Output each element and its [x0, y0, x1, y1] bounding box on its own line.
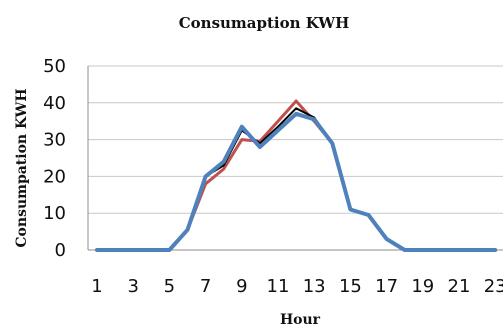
- series-line-2: [96, 107, 497, 251]
- x-tick-11: 11: [267, 276, 290, 297]
- y-tick-0: 0: [55, 240, 66, 261]
- x-tick-5: 5: [164, 276, 175, 297]
- x-tick-21: 21: [448, 276, 471, 297]
- x-tick-15: 15: [339, 276, 362, 297]
- y-tick-50: 50: [43, 56, 66, 77]
- x-tick-17: 17: [375, 276, 398, 297]
- y-tick-40: 40: [43, 93, 66, 114]
- x-tick-19: 19: [411, 276, 434, 297]
- x-tick-3: 3: [127, 276, 138, 297]
- chart-title: Consumaption KWH: [179, 14, 350, 32]
- x-tick-13: 13: [303, 276, 326, 297]
- x-tick-1: 1: [91, 276, 102, 297]
- x-axis-label: Hour: [280, 312, 321, 326]
- y-axis-label: Consumpation KWH: [14, 88, 30, 247]
- gridlines: [87, 65, 503, 251]
- series-line-3: [95, 111, 498, 252]
- y-tick-10: 10: [43, 203, 66, 224]
- x-tick-9: 9: [236, 276, 247, 297]
- series-line-1: [95, 99, 497, 252]
- x-tick-7: 7: [200, 276, 211, 297]
- x-tick-labels: 1 3 5 7 9 11 13 15 17 19 21 23: [91, 276, 503, 297]
- y-tick-20: 20: [43, 166, 66, 187]
- y-tick-labels: 0 10 20 30 40 50: [43, 56, 66, 261]
- series-lines: [95, 99, 498, 252]
- y-tick-30: 30: [43, 130, 66, 151]
- x-tick-23: 23: [484, 276, 503, 297]
